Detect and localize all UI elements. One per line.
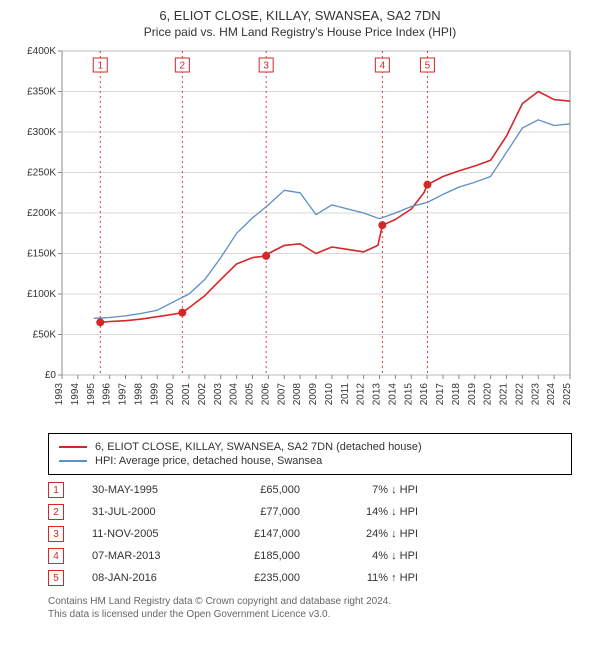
svg-text:£250K: £250K xyxy=(27,168,56,179)
svg-text:1993: 1993 xyxy=(54,383,65,406)
svg-text:£350K: £350K xyxy=(27,87,56,98)
svg-text:2002: 2002 xyxy=(197,383,208,406)
svg-text:2013: 2013 xyxy=(372,383,383,406)
tx-date: 30-MAY-1995 xyxy=(92,484,192,496)
tx-date: 08-JAN-2016 xyxy=(92,572,192,584)
svg-text:2019: 2019 xyxy=(467,383,478,406)
svg-text:2001: 2001 xyxy=(181,383,192,406)
svg-text:£50K: £50K xyxy=(33,330,57,341)
legend: 6, ELIOT CLOSE, KILLAY, SWANSEA, SA2 7DN… xyxy=(48,433,572,475)
tx-marker: 4 xyxy=(48,548,64,564)
svg-text:1994: 1994 xyxy=(70,383,81,406)
svg-text:2011: 2011 xyxy=(340,383,351,405)
tx-price: £147,000 xyxy=(220,528,300,540)
svg-text:1995: 1995 xyxy=(86,383,97,406)
table-row: 3 11-NOV-2005 £147,000 24% ↓ HPI xyxy=(48,523,572,545)
footer-line2: This data is licensed under the Open Gov… xyxy=(48,608,572,621)
svg-text:1998: 1998 xyxy=(133,383,144,406)
svg-text:2009: 2009 xyxy=(308,383,319,406)
tx-price: £185,000 xyxy=(220,550,300,562)
svg-text:2005: 2005 xyxy=(245,383,256,406)
table-row: 5 08-JAN-2016 £235,000 11% ↑ HPI xyxy=(48,567,572,589)
tx-marker: 2 xyxy=(48,504,64,520)
tx-price: £235,000 xyxy=(220,572,300,584)
svg-text:2012: 2012 xyxy=(356,383,367,406)
tx-date: 31-JUL-2000 xyxy=(92,506,192,518)
svg-text:2007: 2007 xyxy=(276,383,287,406)
tx-price: £77,000 xyxy=(220,506,300,518)
chart-svg: £0 £50K £100K £150K £200K £250K £300K £350K £400… xyxy=(20,45,580,425)
chart-container: 6, ELIOT CLOSE, KILLAY, SWANSEA, SA2 7DN… xyxy=(0,0,600,629)
tx-diff: 7% ↓ HPI xyxy=(328,484,418,496)
svg-text:3: 3 xyxy=(263,61,269,72)
svg-text:£300K: £300K xyxy=(27,127,56,138)
legend-row-property: 6, ELIOT CLOSE, KILLAY, SWANSEA, SA2 7DN… xyxy=(59,440,561,454)
svg-text:2000: 2000 xyxy=(165,383,176,406)
svg-text:2016: 2016 xyxy=(419,383,430,406)
svg-text:2003: 2003 xyxy=(213,383,224,406)
svg-text:2017: 2017 xyxy=(435,383,446,406)
svg-text:1999: 1999 xyxy=(149,383,160,406)
footer: Contains HM Land Registry data © Crown c… xyxy=(48,595,572,621)
tx-date: 07-MAR-2013 xyxy=(92,550,192,562)
svg-text:2020: 2020 xyxy=(483,383,494,406)
table-row: 4 07-MAR-2013 £185,000 4% ↓ HPI xyxy=(48,545,572,567)
svg-text:2004: 2004 xyxy=(229,383,240,406)
svg-text:2021: 2021 xyxy=(499,383,510,406)
tx-diff: 14% ↓ HPI xyxy=(328,506,418,518)
svg-text:2010: 2010 xyxy=(324,383,335,406)
legend-swatch-hpi xyxy=(59,460,87,462)
tx-price: £65,000 xyxy=(220,484,300,496)
legend-label-hpi: HPI: Average price, detached house, Swan… xyxy=(95,455,322,467)
tx-diff: 24% ↓ HPI xyxy=(328,528,418,540)
tx-diff: 11% ↑ HPI xyxy=(328,572,418,584)
chart-subtitle: Price paid vs. HM Land Registry's House … xyxy=(10,25,590,39)
chart-area: £0 £50K £100K £150K £200K £250K £300K £350K £400… xyxy=(20,45,580,425)
legend-label-property: 6, ELIOT CLOSE, KILLAY, SWANSEA, SA2 7DN… xyxy=(95,441,422,453)
tx-date: 11-NOV-2005 xyxy=(92,528,192,540)
table-row: 1 30-MAY-1995 £65,000 7% ↓ HPI xyxy=(48,479,572,501)
svg-text:£400K: £400K xyxy=(27,46,56,57)
tx-marker: 3 xyxy=(48,526,64,542)
svg-text:2008: 2008 xyxy=(292,383,303,406)
svg-text:£100K: £100K xyxy=(27,289,56,300)
svg-text:2018: 2018 xyxy=(451,383,462,406)
svg-text:2025: 2025 xyxy=(562,383,573,406)
table-row: 2 31-JUL-2000 £77,000 14% ↓ HPI xyxy=(48,501,572,523)
tx-marker: 5 xyxy=(48,570,64,586)
tx-marker: 1 xyxy=(48,482,64,498)
transaction-table: 1 30-MAY-1995 £65,000 7% ↓ HPI 2 31-JUL-2000 £… xyxy=(48,479,572,589)
svg-text:£200K: £200K xyxy=(27,208,56,219)
legend-swatch-property xyxy=(59,446,87,448)
svg-text:5: 5 xyxy=(425,61,431,72)
svg-text:1996: 1996 xyxy=(102,383,113,406)
svg-text:1: 1 xyxy=(97,61,103,72)
svg-text:2024: 2024 xyxy=(546,383,557,406)
svg-text:2023: 2023 xyxy=(530,383,541,406)
svg-text:2014: 2014 xyxy=(387,383,398,406)
svg-text:2015: 2015 xyxy=(403,383,414,406)
svg-text:1997: 1997 xyxy=(118,383,129,406)
svg-text:£0: £0 xyxy=(45,370,57,381)
svg-text:2022: 2022 xyxy=(514,383,525,406)
tx-diff: 4% ↓ HPI xyxy=(328,550,418,562)
svg-text:2: 2 xyxy=(180,61,186,72)
svg-text:4: 4 xyxy=(380,61,386,72)
legend-row-hpi: HPI: Average price, detached house, Swan… xyxy=(59,454,561,468)
svg-text:2006: 2006 xyxy=(260,383,271,406)
footer-line1: Contains HM Land Registry data © Crown c… xyxy=(48,595,572,608)
title-block: 6, ELIOT CLOSE, KILLAY, SWANSEA, SA2 7DN… xyxy=(10,8,590,39)
chart-title: 6, ELIOT CLOSE, KILLAY, SWANSEA, SA2 7DN xyxy=(10,8,590,23)
svg-text:£150K: £150K xyxy=(27,249,56,260)
